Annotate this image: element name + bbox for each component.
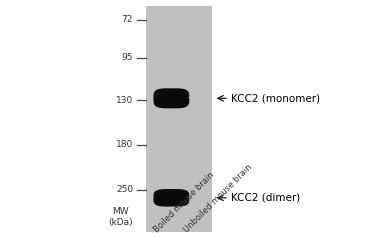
Text: KCC2 (dimer): KCC2 (dimer): [231, 193, 300, 203]
Text: 95: 95: [122, 53, 133, 62]
Text: MW
(kDa): MW (kDa): [109, 207, 133, 227]
Text: 180: 180: [116, 140, 133, 149]
Text: KCC2 (monomer): KCC2 (monomer): [231, 93, 320, 103]
Text: 130: 130: [116, 96, 133, 105]
Text: 72: 72: [122, 15, 133, 24]
Text: Boiled mouse brain: Boiled mouse brain: [152, 170, 216, 234]
Text: 250: 250: [116, 185, 133, 194]
Text: Unboiled mouse brain: Unboiled mouse brain: [182, 162, 254, 234]
Bar: [146, 6, 212, 232]
